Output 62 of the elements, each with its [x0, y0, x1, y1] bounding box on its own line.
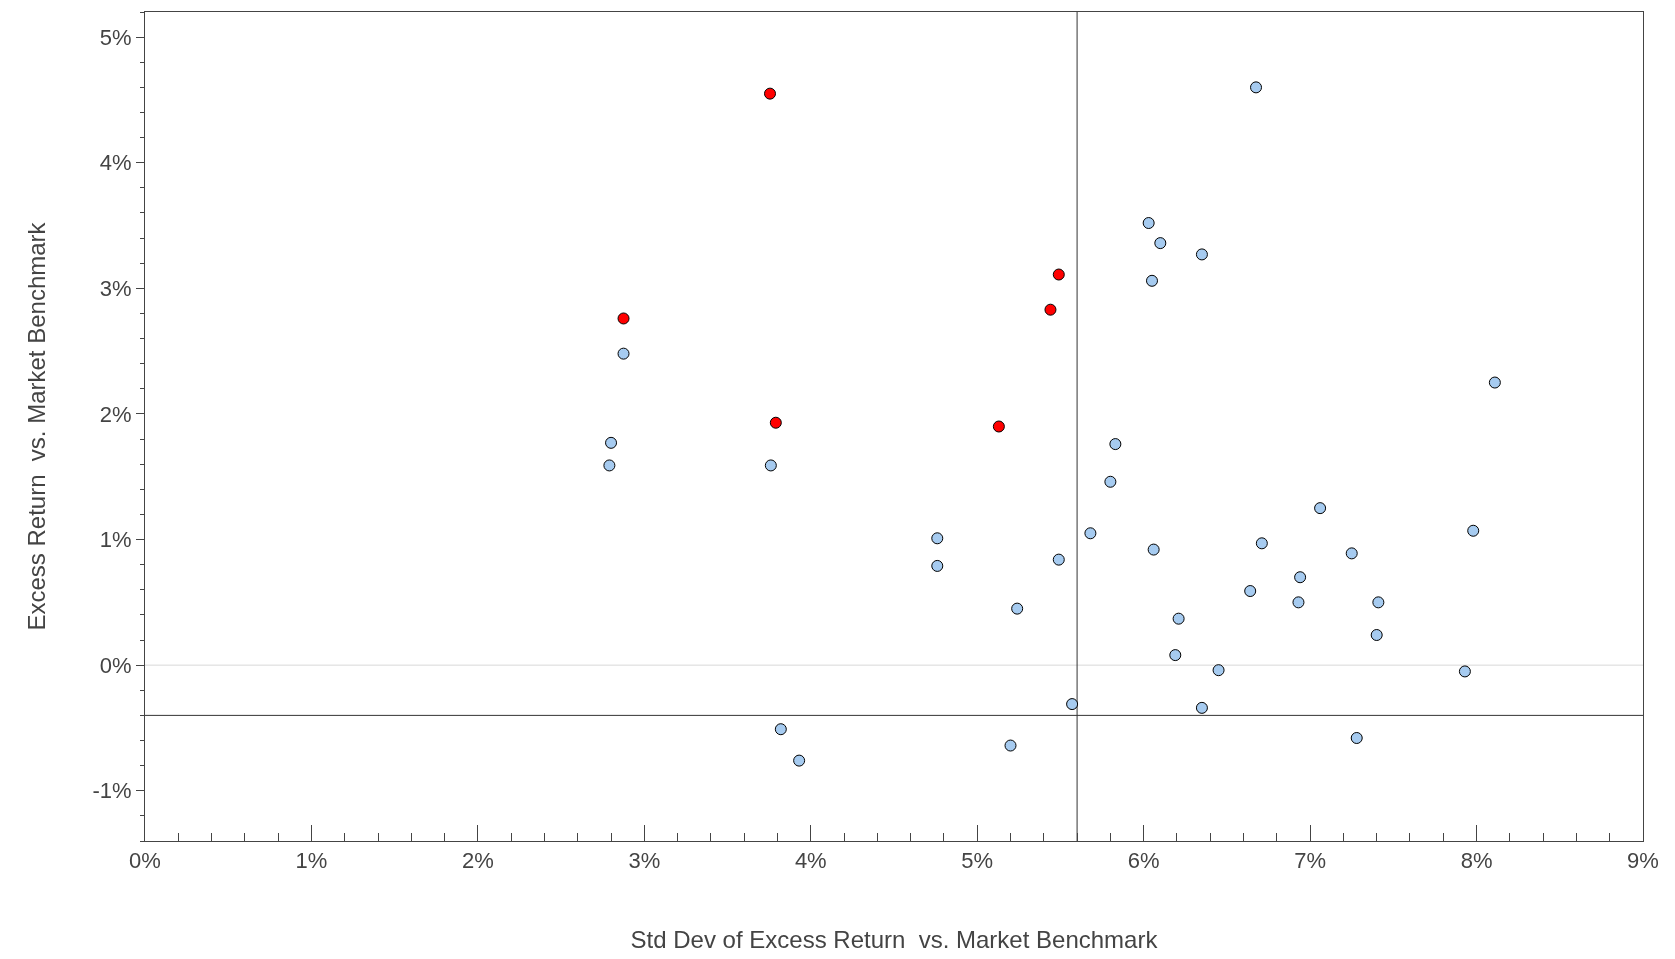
point [931, 532, 944, 545]
point [1195, 701, 1208, 714]
point [1212, 664, 1225, 677]
point [1066, 698, 1079, 711]
point [617, 312, 630, 325]
point [1044, 303, 1057, 316]
point [1004, 739, 1017, 752]
point [1292, 596, 1305, 609]
x-tick-label: 2% [461, 848, 494, 874]
point [1244, 585, 1257, 598]
point [764, 87, 776, 100]
x-tick-label: 9% [1627, 848, 1659, 874]
point [1250, 81, 1263, 94]
point [1488, 376, 1501, 389]
point [764, 459, 777, 472]
point [769, 416, 782, 429]
y-tick-label: 4% [99, 150, 132, 176]
point [793, 754, 806, 767]
point [603, 459, 616, 472]
point [1195, 248, 1208, 261]
point [1255, 537, 1268, 550]
y-axis-title: Excess Return vs. Market Benchmark [22, 221, 50, 631]
point [1052, 268, 1065, 281]
point [1109, 438, 1122, 451]
point [1084, 527, 1097, 540]
point [1011, 602, 1024, 615]
x-tick-label: 0% [129, 848, 161, 874]
x-tick-label: 3% [628, 848, 661, 874]
point [605, 436, 618, 449]
point [1145, 274, 1158, 287]
y-tick-label: 3% [99, 276, 132, 302]
point [1350, 732, 1363, 744]
x-tick-label: 6% [1127, 848, 1160, 874]
y-tick-label: 0% [99, 652, 132, 678]
point [1142, 217, 1155, 230]
x-tick-label: 5% [961, 848, 994, 874]
point [1169, 649, 1182, 662]
point [1345, 547, 1358, 560]
y-tick-label: -1% [92, 778, 132, 804]
point [1294, 571, 1307, 584]
point [1147, 543, 1160, 556]
point [1052, 553, 1065, 566]
x-tick-label: 7% [1294, 848, 1327, 874]
x-axis-title: Std Dev of Excess Return vs. Market Benchmark [630, 925, 1159, 953]
point [1370, 629, 1383, 642]
y-tick-label: 1% [99, 527, 132, 553]
point [617, 347, 630, 360]
x-tick-label: 4% [794, 848, 827, 874]
y-tick-label: 5% [99, 24, 132, 50]
point [774, 723, 787, 736]
point [992, 420, 1005, 433]
y-tick-label: 2% [99, 401, 132, 427]
point [1372, 596, 1385, 609]
point [931, 559, 944, 572]
point [1154, 237, 1167, 250]
point [1314, 502, 1327, 515]
x-tick-label: 1% [295, 848, 328, 874]
point [1104, 475, 1117, 488]
x-tick-label: 8% [1460, 848, 1493, 874]
point [1467, 524, 1480, 537]
point [1458, 665, 1471, 678]
point [1172, 612, 1185, 625]
